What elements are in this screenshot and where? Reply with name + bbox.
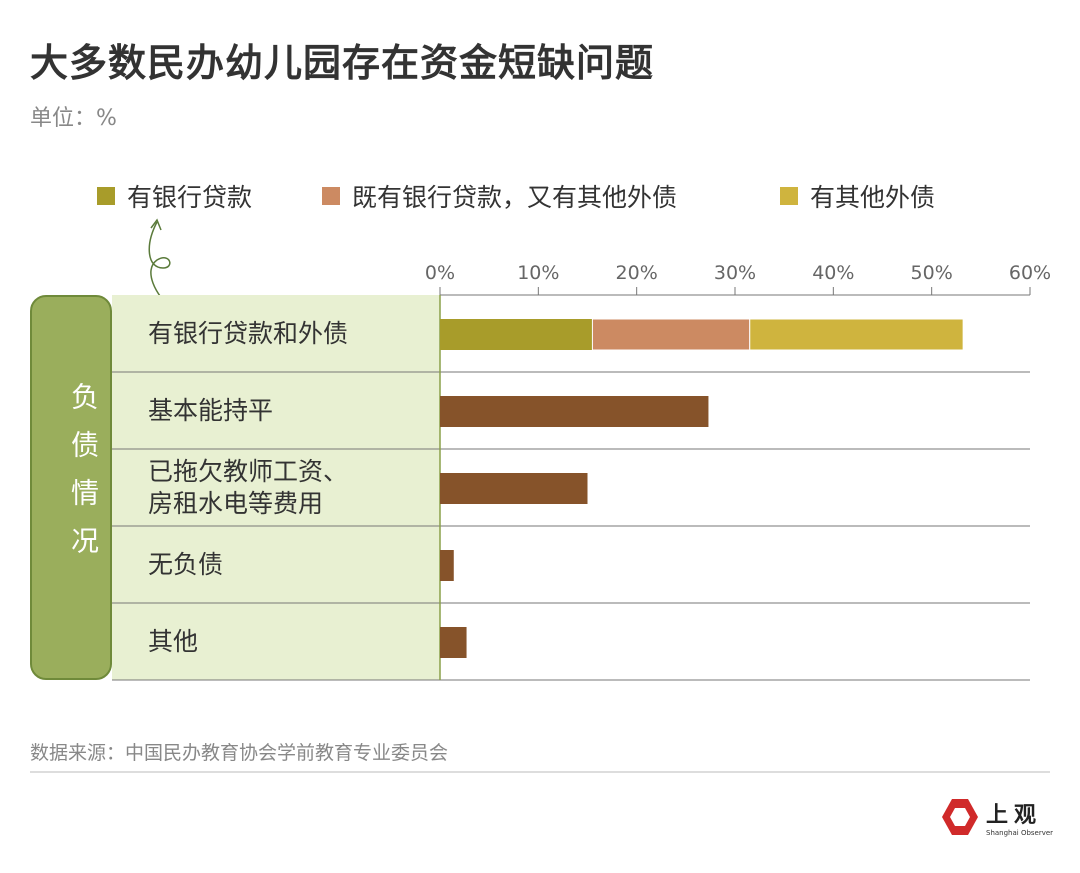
x-tick-label: 60% xyxy=(1009,262,1051,284)
group-label: 负债情况 xyxy=(67,382,100,574)
logo: 上观 Shanghai Observer xyxy=(940,797,1053,837)
legend-swatch xyxy=(97,187,115,205)
category-label-line: 房租水电等费用 xyxy=(148,488,324,518)
category-label-column xyxy=(112,295,440,680)
curved-arrow-icon xyxy=(148,218,174,310)
legend-label: 既有银行贷款，又有其他外债 xyxy=(352,183,678,212)
legend-label: 有其他外债 xyxy=(810,183,936,212)
legend-swatch xyxy=(780,187,798,205)
category-label: 其他 xyxy=(148,626,198,658)
x-tick-label: 50% xyxy=(911,262,953,284)
unit-label: 单位：% xyxy=(30,106,117,131)
legend-swatch xyxy=(322,187,340,205)
legend-label: 有银行贷款 xyxy=(127,183,253,212)
bar-segment-both xyxy=(591,318,751,351)
bar xyxy=(440,473,588,504)
divider xyxy=(30,771,1050,773)
x-tick-label: 20% xyxy=(616,262,658,284)
category-label: 已拖欠教师工资、 房租水电等费用 xyxy=(148,456,348,520)
category-label: 有银行贷款和外债 xyxy=(148,318,348,350)
bar xyxy=(440,627,467,658)
x-tick-label: 40% xyxy=(812,262,854,284)
chart-title: 大多数民办幼儿园存在资金短缺问题 xyxy=(30,41,655,85)
category-label-line: 有银行贷款和外债 xyxy=(148,318,349,348)
x-tick-label: 0% xyxy=(425,262,455,284)
group-label-box: 负债情况 xyxy=(30,295,112,680)
category-label-line: 基本能持平 xyxy=(148,395,274,425)
category-label: 基本能持平 xyxy=(148,395,273,427)
bar-segment-other xyxy=(749,318,964,351)
category-label: 无负债 xyxy=(148,549,223,581)
logo-hexagon-icon xyxy=(942,799,978,835)
bar xyxy=(440,396,709,427)
legend-item-bank: 有银行贷款 xyxy=(97,178,252,214)
logo-subtext: Shanghai Observer xyxy=(986,829,1054,837)
category-label-line: 无负债 xyxy=(148,549,224,579)
x-tick-label: 30% xyxy=(714,262,756,284)
bar xyxy=(440,550,454,581)
bar-segment-bank xyxy=(440,319,593,350)
legend-item-both: 既有银行贷款，又有其他外债 xyxy=(322,178,677,214)
x-tick-label: 10% xyxy=(517,262,559,284)
legend-item-other: 有其他外债 xyxy=(780,178,935,214)
category-label-line: 已拖欠教师工资、 xyxy=(148,456,349,486)
source-note: 数据来源：中国民办教育协会学前教育专业委员会 xyxy=(30,742,449,764)
category-label-line: 其他 xyxy=(148,626,199,656)
logo-text: 上观 xyxy=(986,803,1043,828)
